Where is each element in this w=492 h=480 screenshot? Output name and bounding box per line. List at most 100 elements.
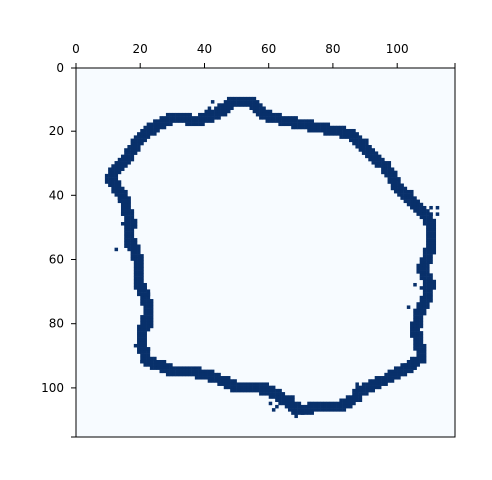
outline-pixel-56 <box>275 116 279 120</box>
outline-pixel-587 <box>278 401 282 406</box>
outline-pixel-369 <box>416 311 420 316</box>
outline-pixel-110 <box>326 128 331 133</box>
outline-pixel-861 <box>130 244 135 248</box>
outline-pixel-970 <box>124 164 128 168</box>
outline-pixel-740 <box>143 363 147 367</box>
outline-pixel-1075 <box>201 122 205 127</box>
outline-pixel-333 <box>429 276 433 281</box>
outline-pixel-68 <box>287 116 292 120</box>
outline-pixel-564 <box>297 408 302 412</box>
outline-pixel-222 <box>400 193 404 197</box>
outline-pixel-920 <box>117 199 122 204</box>
outline-pixel-709 <box>169 369 173 374</box>
outline-pixel-127 <box>342 132 347 136</box>
outline-pixel-799 <box>143 302 147 306</box>
outline-pixel-937 <box>114 180 119 184</box>
outline-pixel-235 <box>406 199 411 204</box>
outline-pixel-1037 <box>165 119 170 123</box>
outline-pixel-1108 <box>223 100 228 104</box>
outline-pixel-723 <box>156 363 160 367</box>
outline-pixel-25 <box>252 100 257 104</box>
outline-pixel-70 <box>287 122 292 127</box>
outline-pixel-272 <box>432 218 437 223</box>
outline-pixel-16 <box>243 100 247 104</box>
outline-pixel-573 <box>297 401 302 406</box>
outline-pixel-988 <box>133 151 138 155</box>
outline-pixel-307 <box>422 260 427 265</box>
outline-pixel-972 <box>124 154 128 159</box>
outline-pixel-45 <box>265 112 270 117</box>
outline-pixel-1070 <box>198 116 202 120</box>
outline-pixel-50 <box>265 119 270 123</box>
stray-pixel-23 <box>413 366 417 370</box>
outline-pixel-589 <box>281 398 286 403</box>
outline-pixel-269 <box>429 222 433 226</box>
outline-pixel-102 <box>320 122 324 127</box>
outline-pixel-821 <box>137 282 141 287</box>
outline-pixel-554 <box>307 408 311 412</box>
stray-pixel-21 <box>419 308 424 313</box>
outline-pixel-693 <box>185 366 189 370</box>
outline-pixel-579 <box>284 404 289 409</box>
outline-pixel-891 <box>133 218 138 223</box>
outline-pixel-263 <box>426 218 430 223</box>
outline-pixel-371 <box>422 311 427 316</box>
outline-pixel-54 <box>271 119 276 123</box>
y-tick-label-80: 80 <box>49 317 64 331</box>
outline-pixel-36 <box>259 109 263 114</box>
outline-pixel-251 <box>419 209 424 213</box>
outline-pixel-1087 <box>204 109 208 114</box>
outline-pixel-689 <box>198 366 202 370</box>
outline-pixel-1065 <box>191 119 196 123</box>
outline-pixel-917 <box>127 196 131 200</box>
outline-pixel-680 <box>198 372 202 377</box>
outline-pixel-533 <box>329 408 334 412</box>
outline-pixel-967 <box>120 157 125 162</box>
outline-pixel-394 <box>410 334 414 338</box>
outline-pixel-1062 <box>185 122 189 127</box>
outline-pixel-681 <box>198 376 202 380</box>
outline-pixel-120 <box>336 128 340 133</box>
outline-pixel-507 <box>358 398 363 403</box>
outline-pixel-655 <box>220 382 225 386</box>
outline-pixel-392 <box>413 331 417 335</box>
outline-pixel-907 <box>124 205 128 210</box>
outline-pixel-803 <box>146 299 151 303</box>
outline-pixel-647 <box>226 385 231 390</box>
outline-pixel-31 <box>255 106 260 111</box>
outline-pixel-746 <box>140 350 144 354</box>
outline-pixel-390 <box>416 327 420 332</box>
outline-pixel-237 <box>406 202 411 207</box>
outline-pixel-934 <box>114 183 119 188</box>
outline-pixel-654 <box>220 379 225 383</box>
outline-pixel-1064 <box>191 116 196 120</box>
outline-pixel-278 <box>426 231 430 236</box>
outline-pixel-139 <box>349 138 353 143</box>
outline-pixel-553 <box>307 404 311 409</box>
outline-pixel-869 <box>127 238 131 242</box>
outline-pixel-335 <box>422 282 427 287</box>
outline-pixel-1107 <box>226 109 231 114</box>
outline-pixel-713 <box>165 372 170 377</box>
outline-pixel-664 <box>214 372 218 377</box>
outline-pixel-46 <box>265 116 270 120</box>
outline-pixel-90 <box>307 125 311 130</box>
outline-pixel-61 <box>278 122 282 127</box>
outline-pixel-294 <box>429 247 433 252</box>
outline-pixel-742 <box>140 356 144 361</box>
outline-pixel-288 <box>429 241 433 245</box>
outline-pixel-206 <box>390 180 395 184</box>
outline-pixel-609 <box>262 385 266 390</box>
outline-pixel-615 <box>259 382 263 386</box>
outline-pixel-100 <box>316 125 321 130</box>
outline-pixel-546 <box>313 401 318 406</box>
outline-pixel-650 <box>223 379 228 383</box>
outline-pixel-502 <box>352 395 356 399</box>
outline-pixel-617 <box>265 382 270 386</box>
outline-pixel-22 <box>249 100 253 104</box>
outline-pixel-304 <box>422 257 427 261</box>
outline-pixel-720 <box>159 366 164 370</box>
outline-pixel-185 <box>381 167 385 171</box>
outline-pixel-425 <box>410 356 414 361</box>
outline-pixel-785 <box>140 318 144 322</box>
